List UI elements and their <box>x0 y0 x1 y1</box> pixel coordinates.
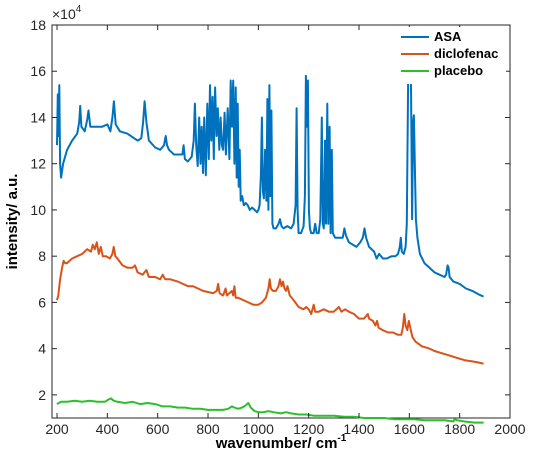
series-line-ASA <box>56 42 485 298</box>
series-layer <box>56 42 485 424</box>
y-axis-multiplier-exponent: 4 <box>76 4 82 15</box>
legend-label-diclofenac: diclofenac <box>434 46 498 61</box>
plot-area <box>51 24 511 424</box>
x-tick-label: 200 <box>45 421 69 437</box>
x-tick-label: 1200 <box>293 421 324 437</box>
y-axis-multiplier: ×104 <box>52 4 82 22</box>
x-axis-label-text: wavenumber/ cm <box>215 435 338 452</box>
y-axis-multiplier-base: ×10 <box>52 6 76 22</box>
legend-label-placebo: placebo <box>434 63 483 78</box>
x-axis-label-superscript: -1 <box>337 433 346 444</box>
x-tick-label: 2000 <box>494 421 525 437</box>
y-axis-ticks: 2 4 6 8 10 12 14 16 18 <box>30 17 510 403</box>
y-tick-label: 18 <box>30 17 46 33</box>
y-axis-label: intensity/ a.u. <box>4 174 21 270</box>
y-tick-label: 6 <box>38 294 46 310</box>
x-axis-label: wavenumber/ cm-1 <box>215 433 347 452</box>
legend-label-ASA: ASA <box>434 29 462 44</box>
y-tick-label: 10 <box>30 202 46 218</box>
y-tick-label: 12 <box>30 156 46 172</box>
y-tick-label: 8 <box>38 248 46 264</box>
x-tick-label: 600 <box>146 421 170 437</box>
x-tick-label: 1400 <box>343 421 374 437</box>
plot-frame <box>51 24 511 419</box>
x-tick-label: 1000 <box>243 421 274 437</box>
x-tick-label: 800 <box>196 421 220 437</box>
y-tick-label: 2 <box>38 387 46 403</box>
x-axis-ticks: 200 400 600 800 1000 1200 1400 1600 1800 2000 <box>45 25 526 437</box>
series-line-diclofenac <box>56 241 484 365</box>
y-tick-label: 4 <box>38 341 46 357</box>
y-tick-label: 14 <box>30 109 46 125</box>
x-tick-label: 1600 <box>394 421 425 437</box>
x-tick-label: 400 <box>96 421 120 437</box>
legend: ASA diclofenac placebo <box>396 27 506 84</box>
series-line-placebo <box>56 397 484 424</box>
x-tick-label: 1800 <box>444 421 475 437</box>
y-tick-label: 16 <box>30 63 46 79</box>
